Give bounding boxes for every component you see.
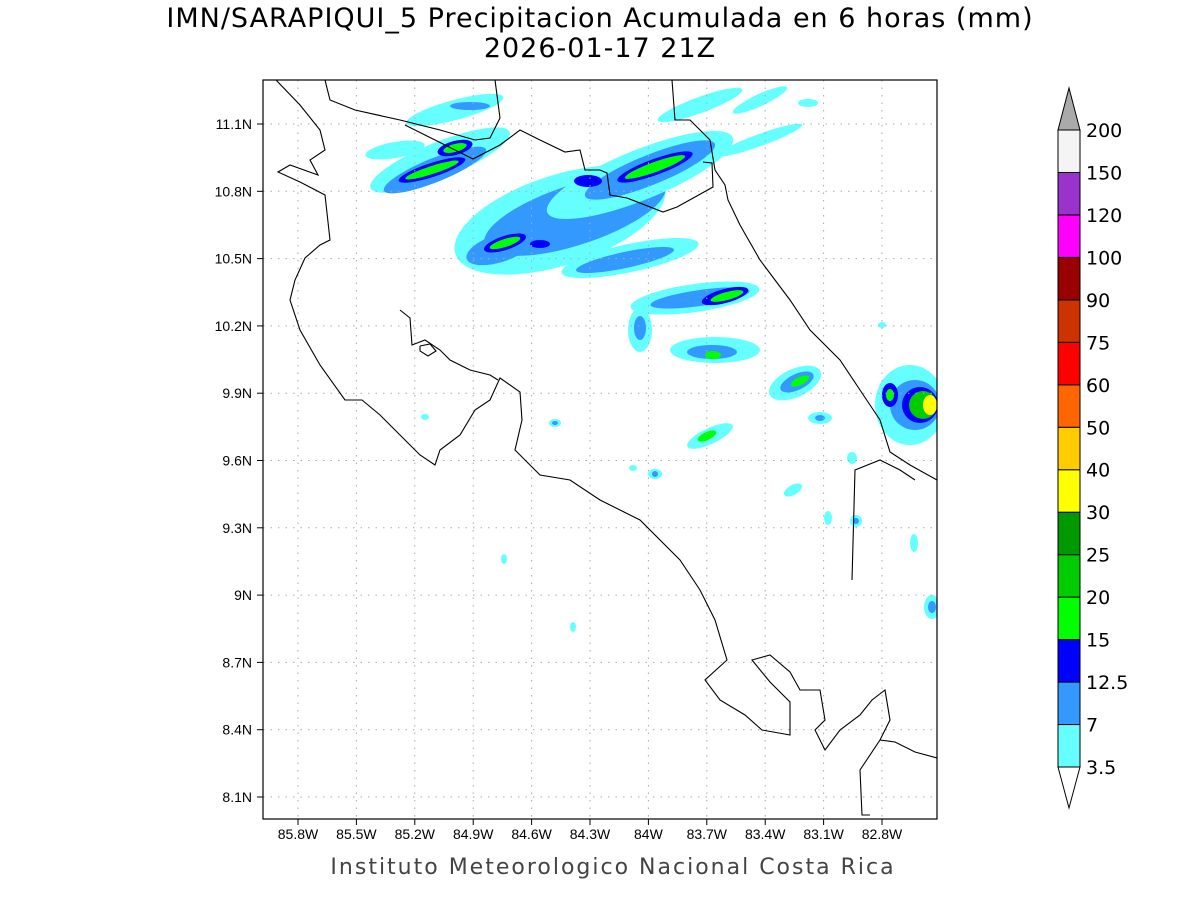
- plot-title: IMN/SARAPIQUI_5 Precipitacion Acumulada …: [166, 3, 1034, 34]
- lat-tick-label: 9.6N: [222, 453, 252, 469]
- rain-cell: [454, 86, 803, 278]
- colorbar-segment: [1057, 639, 1081, 683]
- lake-nicaragua-shore: [324, 80, 501, 141]
- colorbar-segment: [1057, 511, 1081, 556]
- colorbar-label: 120: [1086, 205, 1122, 227]
- colorbar-label: 150: [1086, 162, 1122, 184]
- lon-tick-label: 85.8W: [278, 826, 319, 842]
- colorbar-label: 90: [1086, 290, 1110, 312]
- colorbar-label: 12.5: [1086, 672, 1128, 694]
- lon-tick-label: 85.5W: [336, 826, 377, 842]
- colorbar-label: 3.5: [1086, 757, 1116, 779]
- lon-tick-label: 82.8W: [862, 826, 903, 842]
- pacific-coast: [275, 80, 891, 816]
- colorbar-segment: [1057, 681, 1081, 726]
- colorbar-label: 7: [1086, 715, 1098, 737]
- cr-panama-border: [851, 459, 916, 581]
- precip-field: [365, 86, 937, 632]
- colorbar-label: 50: [1086, 417, 1110, 439]
- plot-datetime: 2026-01-17 21Z: [483, 33, 717, 64]
- lon-tick-label: 83.7W: [687, 826, 728, 842]
- colorbar-segment: [1057, 171, 1081, 216]
- colorbar-label: 20: [1086, 587, 1110, 609]
- nicoya-gulf: [399, 309, 499, 381]
- lon-tick-label: 84W: [634, 826, 664, 842]
- colorbar-label: 75: [1086, 332, 1110, 354]
- lon-tick-label: 84.9W: [453, 826, 494, 842]
- lat-tick-label: 8.1N: [222, 789, 252, 805]
- colorbar-segment: [1057, 426, 1081, 471]
- lon-tick-label: 84.6W: [511, 826, 552, 842]
- map-frame: [262, 79, 938, 820]
- chira-island: [419, 343, 437, 357]
- lat-tick-label: 9N: [234, 587, 252, 603]
- colorbar-label: 200: [1086, 120, 1122, 142]
- colorbar-label: 100: [1086, 247, 1122, 269]
- graticule: [263, 80, 937, 819]
- colorbar-segment: [1057, 554, 1081, 598]
- colorbar-segment: [1057, 469, 1081, 513]
- rain-cell: [421, 99, 937, 632]
- lat-tick-label: 11.1N: [216, 116, 252, 132]
- colorbar-segment: [1057, 384, 1081, 428]
- lon-tick-label: 85.2W: [395, 826, 436, 842]
- burica-coast: [879, 739, 937, 759]
- lat-tick-label: 10.8N: [215, 183, 252, 199]
- lon-tick-label: 83.4W: [745, 826, 786, 842]
- colorbar-label: 25: [1086, 545, 1110, 567]
- colorbar-segment: [1057, 129, 1081, 173]
- lon-tick-label: 84.3W: [570, 826, 611, 842]
- lat-tick-label: 9.3N: [222, 520, 252, 536]
- colorbar-over-triangle: [1057, 86, 1081, 131]
- cr-nicaragua-border: [404, 124, 714, 213]
- colorbar-label: 40: [1086, 460, 1110, 482]
- lat-tick-label: 8.4N: [222, 722, 252, 738]
- colorbar-segment: [1057, 596, 1081, 641]
- colorbar-segment: [1057, 724, 1081, 768]
- rain-cell: [365, 93, 510, 194]
- axis-labels: 85.8W 85.5W 85.2W 84.9W 84.6W 84.3W 84W 83.7W 83…: [215, 116, 903, 842]
- colorbar-label: 60: [1086, 375, 1110, 397]
- lat-tick-label: 10.2N: [215, 318, 252, 334]
- lat-tick-label: 10.5N: [215, 251, 252, 267]
- lat-tick-label: 9.9N: [222, 385, 252, 401]
- colorbar-segment: [1057, 341, 1081, 386]
- colorbar-segment: [1057, 256, 1081, 301]
- colorbar-segment: [1057, 214, 1081, 258]
- coastlines: [275, 80, 937, 816]
- colorbar-under-triangle: [1057, 766, 1081, 810]
- lat-tick-label: 8.7N: [222, 654, 252, 670]
- footer-credit: Instituto Meteorologico Nacional Costa R…: [330, 855, 896, 880]
- colorbar: 3.5 7 12.5 15 20 25 30 40 50 60 75 90 100 120 150 200: [1057, 86, 1128, 810]
- lon-tick-label: 83.1W: [803, 826, 844, 842]
- colorbar-label: 30: [1086, 502, 1110, 524]
- colorbar-segment: [1057, 299, 1081, 343]
- caribbean-coast: [671, 80, 937, 481]
- colorbar-label: 15: [1086, 630, 1110, 652]
